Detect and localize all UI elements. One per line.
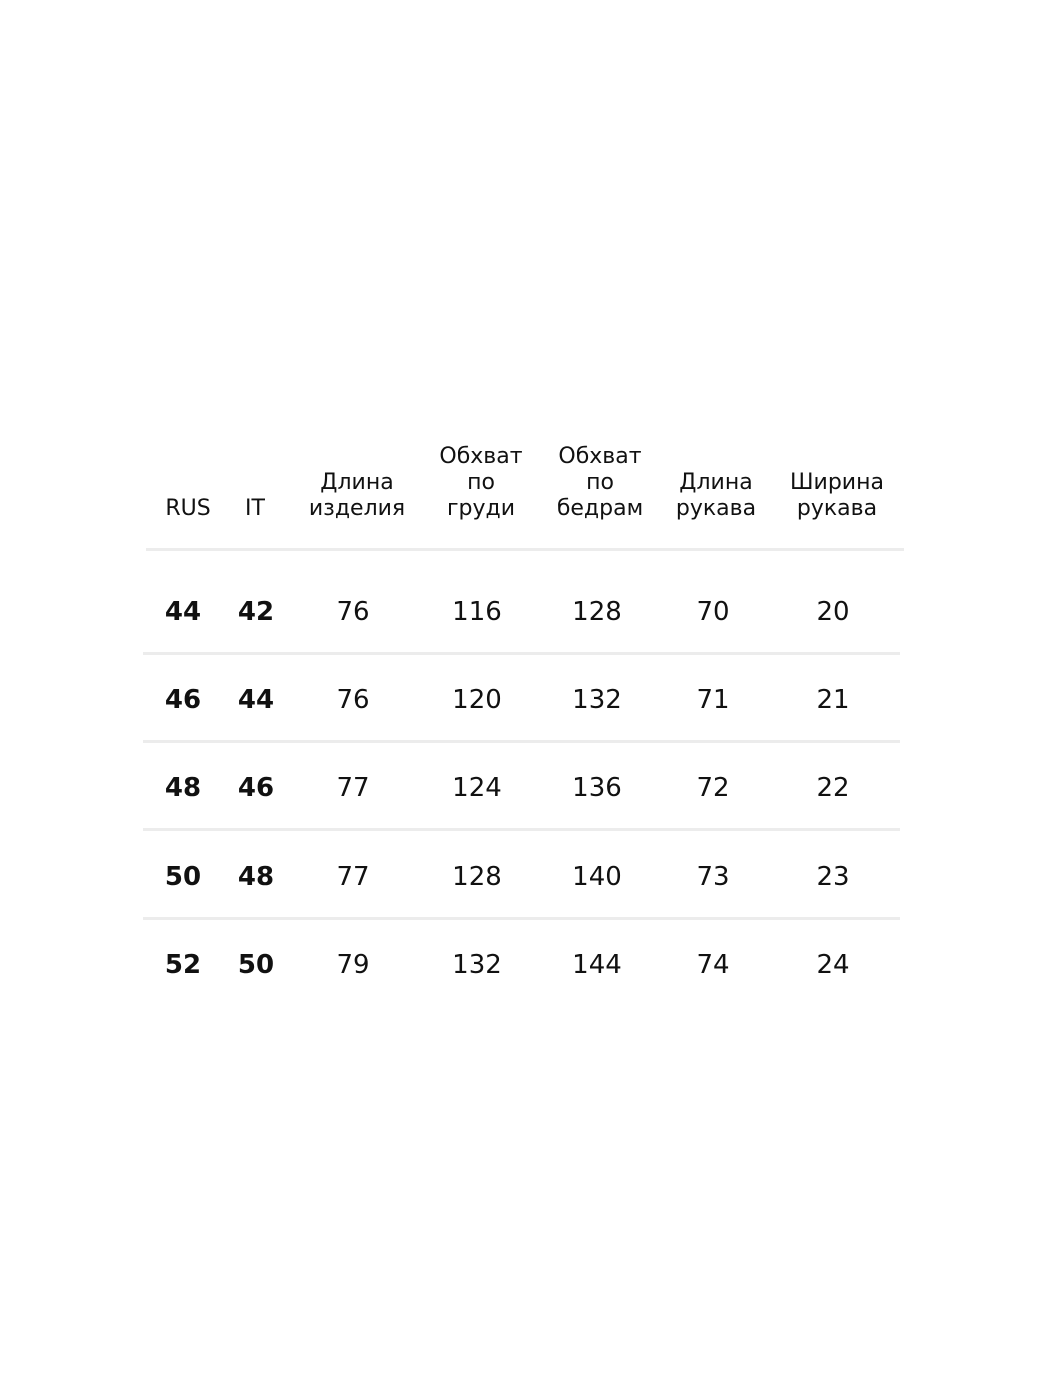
header-divider [146, 548, 904, 551]
column-header: Обхват по бедрам [556, 444, 644, 521]
table-cell: 132 [572, 685, 622, 715]
table-cell: 144 [572, 950, 622, 980]
table-cell: 74 [696, 950, 730, 980]
table-cell: 44 [164, 597, 202, 627]
table-cell: 72 [696, 773, 730, 803]
table-cell: 52 [164, 950, 202, 980]
table-cell: 44 [237, 685, 275, 715]
table-cell: 70 [696, 597, 730, 627]
table-cell: 124 [452, 773, 502, 803]
table-cell: 116 [452, 597, 502, 627]
table-cell: 46 [164, 685, 202, 715]
table-cell: 120 [452, 685, 502, 715]
row-divider [143, 828, 900, 831]
row-divider [143, 740, 900, 743]
table-cell: 48 [237, 862, 275, 892]
table-cell: 77 [336, 862, 370, 892]
table-cell: 42 [237, 597, 275, 627]
table-cell: 76 [336, 685, 370, 715]
table-cell: 46 [237, 773, 275, 803]
table-cell: 79 [336, 950, 370, 980]
table-row: 46 44 76 120 132 71 21 [0, 680, 1050, 720]
table-cell: 48 [164, 773, 202, 803]
table-cell: 23 [816, 862, 850, 892]
column-header: RUS [165, 496, 211, 521]
table-cell: 22 [816, 773, 850, 803]
column-header: Обхват по груди [439, 444, 523, 521]
table-cell: 128 [452, 862, 502, 892]
table-cell: 50 [237, 950, 275, 980]
table-cell: 50 [164, 862, 202, 892]
table-row: 44 42 76 116 128 70 20 [0, 592, 1050, 632]
table-row: 52 50 79 132 144 74 24 [0, 945, 1050, 985]
row-divider [143, 652, 900, 655]
table-row: 48 46 77 124 136 72 22 [0, 768, 1050, 808]
table-cell: 20 [816, 597, 850, 627]
table-cell: 140 [572, 862, 622, 892]
table-cell: 76 [336, 597, 370, 627]
table-cell: 132 [452, 950, 502, 980]
column-header: Длина изделия [308, 470, 406, 521]
table-cell: 136 [572, 773, 622, 803]
column-header: Длина рукава [675, 470, 757, 521]
table-cell: 128 [572, 597, 622, 627]
table-cell: 71 [696, 685, 730, 715]
column-header: Ширина рукава [790, 470, 884, 521]
row-divider [143, 917, 900, 920]
table-row: 50 48 77 128 140 73 23 [0, 857, 1050, 897]
table-cell: 24 [816, 950, 850, 980]
table-cell: 21 [816, 685, 850, 715]
column-header: IT [245, 496, 265, 521]
table-cell: 77 [336, 773, 370, 803]
table-cell: 73 [696, 862, 730, 892]
